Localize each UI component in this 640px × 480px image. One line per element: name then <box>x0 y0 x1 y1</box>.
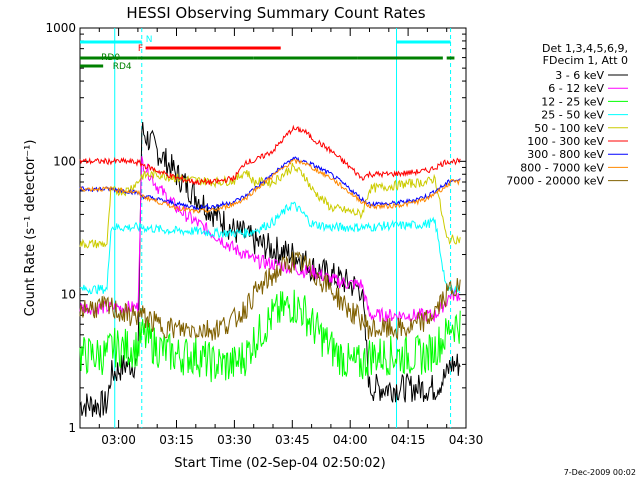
series-lines <box>79 122 461 418</box>
y-tick-label: 1 <box>68 421 76 435</box>
legend-label: 12 - 25 keV <box>541 95 604 108</box>
series-line-800-7000-keV <box>79 158 461 215</box>
legend-label: 800 - 7000 keV <box>520 161 604 174</box>
series-line-300-800-keV <box>79 156 461 211</box>
chart-title: HESSI Observing Summary Count Rates <box>126 4 425 22</box>
legend-label: 100 - 300 keV <box>527 135 604 148</box>
axis-ticks: 1 10 100 1000 03:00 03:15 03:30 03:45 04:00 04:15… <box>45 21 483 447</box>
series-line-50-100-keV <box>79 162 461 249</box>
footer-date: 7-Dec-2009 00:02 <box>564 468 636 477</box>
x-tick-label: 03:45 <box>275 433 310 447</box>
series-line-100-300-keV <box>79 124 461 186</box>
legend-header-line-1: Det 1,3,4,5,6,9, <box>542 42 628 55</box>
y-tick-label: 10 <box>61 288 76 302</box>
x-tick-label: 04:15 <box>391 433 426 447</box>
flag-label-rd4: RD4 <box>113 62 132 72</box>
flag-label-f: F <box>138 44 143 54</box>
x-tick-label: 03:00 <box>101 433 136 447</box>
x-tick-label: 03:30 <box>217 433 252 447</box>
x-axis-label: Start Time (02-Sep-04 02:50:02) <box>174 456 385 471</box>
legend-label: 7000 - 20000 keV <box>506 175 604 188</box>
series-line-25-50-keV <box>79 201 461 295</box>
flag-label-rd0: RD0 <box>101 53 120 63</box>
series-line-12-25-keV <box>79 289 461 383</box>
legend-label: 6 - 12 keV <box>548 82 604 95</box>
legend-header-line-2: FDecim 1, Att 0 <box>543 54 628 67</box>
legend-label: 3 - 6 keV <box>555 69 604 82</box>
x-tick-label: 03:15 <box>159 433 194 447</box>
x-tick-label: 04:30 <box>449 433 484 447</box>
series-line-6-12-keV <box>79 156 461 324</box>
series-line-7000-20000-keV <box>79 251 461 341</box>
x-tick-label: 04:00 <box>333 433 368 447</box>
y-tick-label: 1000 <box>45 21 76 35</box>
flag-label-n: N <box>146 35 153 45</box>
series-line-3-6-keV <box>79 122 461 418</box>
y-tick-label: 100 <box>53 154 76 168</box>
legend-label: 300 - 800 keV <box>527 148 604 161</box>
y-axis-label: Count Rate (s⁻¹ detector⁻¹) <box>23 140 38 317</box>
legend-label: 25 - 50 keV <box>541 109 604 122</box>
legend-label: 50 - 100 keV <box>534 122 604 135</box>
